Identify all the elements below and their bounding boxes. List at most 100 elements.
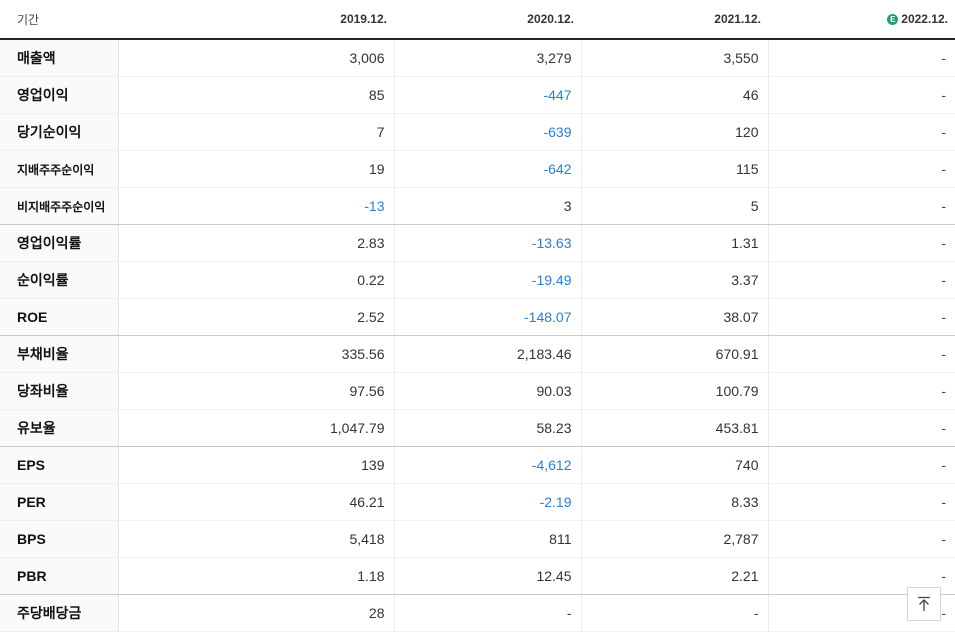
table-cell: 2.83 bbox=[117, 224, 394, 262]
table-row: BPS 5,418 811 2,787- bbox=[0, 520, 955, 558]
table-cell: - bbox=[767, 446, 955, 484]
table-cell: 7 bbox=[117, 113, 394, 151]
row-label: 매출액 bbox=[0, 39, 119, 77]
table-cell: -13.63 bbox=[393, 224, 581, 262]
row-label: 당기순이익 bbox=[0, 113, 119, 151]
row-label: BPS bbox=[0, 520, 119, 558]
table-row: 영업이익 85 -447 46- bbox=[0, 76, 955, 114]
row-label: EPS bbox=[0, 446, 119, 484]
table-cell: 1,047.79 bbox=[117, 409, 394, 447]
table-cell: - bbox=[767, 298, 955, 336]
column-header-estimate: E 2022.12. bbox=[768, 0, 955, 40]
row-label: 영업이익률 bbox=[0, 224, 119, 262]
table-cell: -2.19 bbox=[393, 483, 581, 521]
table-cell: - bbox=[767, 261, 955, 299]
table-cell: 5 bbox=[580, 187, 768, 225]
table-cell: 1.31 bbox=[580, 224, 768, 262]
row-label: 비지배주주순이익 bbox=[0, 187, 119, 225]
table-row: 비지배주주순이익 -13 3 5- bbox=[0, 187, 955, 225]
table-cell: 670.91 bbox=[580, 335, 768, 373]
table-cell: - bbox=[767, 187, 955, 225]
table-body: 매출액 3,006 3,279 3,550- 영업이익 85 -447 46- 당기순이익 7 -6… bbox=[0, 39, 955, 632]
table-cell: 120 bbox=[580, 113, 768, 151]
table-cell: 335.56 bbox=[117, 335, 394, 373]
table-row: PER 46.21 -2.19 8.33- bbox=[0, 483, 955, 521]
table-cell: - bbox=[767, 483, 955, 521]
table-row: ROE 2.52 -148.07 38.07- bbox=[0, 298, 955, 336]
table-cell: 139 bbox=[117, 446, 394, 484]
row-label: 유보율 bbox=[0, 409, 119, 447]
table-cell: 1.18 bbox=[117, 557, 394, 595]
column-header: 2021.12. bbox=[581, 0, 768, 40]
table-cell: - bbox=[767, 224, 955, 262]
table-cell: - bbox=[580, 594, 768, 632]
table-cell: 2.52 bbox=[117, 298, 394, 336]
table-cell: 97.56 bbox=[117, 372, 394, 410]
arrow-up-bar-icon bbox=[918, 596, 930, 611]
table-row: EPS 139 -4,612 740- bbox=[0, 446, 955, 484]
table-row: 영업이익률 2.83 -13.63 1.31- bbox=[0, 224, 955, 262]
table-cell: 28 bbox=[117, 594, 394, 632]
table-cell: -642 bbox=[393, 150, 581, 188]
table-cell: 3,006 bbox=[117, 39, 394, 77]
table-cell: -639 bbox=[393, 113, 581, 151]
table-cell: - bbox=[767, 39, 955, 77]
column-header-label: 2022.12. bbox=[901, 12, 948, 26]
table-cell: -13 bbox=[117, 187, 394, 225]
table-cell: 2,183.46 bbox=[393, 335, 581, 373]
row-label: 부채비율 bbox=[0, 335, 119, 373]
table-cell: - bbox=[767, 520, 955, 558]
table-row: 유보율 1,047.79 58.23 453.81- bbox=[0, 409, 955, 447]
row-label: 당좌비율 bbox=[0, 372, 119, 410]
row-label: ROE bbox=[0, 298, 119, 336]
table-cell: -19.49 bbox=[393, 261, 581, 299]
row-label: 지배주주순이익 bbox=[0, 150, 119, 188]
column-header-label: 2021.12. bbox=[714, 12, 761, 26]
table-cell: - bbox=[393, 594, 581, 632]
row-label: PBR bbox=[0, 557, 119, 595]
column-header: 2020.12. bbox=[394, 0, 581, 40]
table-cell: 38.07 bbox=[580, 298, 768, 336]
table-cell: - bbox=[767, 372, 955, 410]
table-row: 지배주주순이익 19 -642 115- bbox=[0, 150, 955, 188]
row-label: PER bbox=[0, 483, 119, 521]
table-cell: 46 bbox=[580, 76, 768, 114]
table-cell: 12.45 bbox=[393, 557, 581, 595]
table-cell: 5,418 bbox=[117, 520, 394, 558]
table-row: 순이익률 0.22 -19.49 3.37- bbox=[0, 261, 955, 299]
table-cell: 58.23 bbox=[393, 409, 581, 447]
table-cell: 100.79 bbox=[580, 372, 768, 410]
table-cell: 811 bbox=[393, 520, 581, 558]
table-cell: 740 bbox=[580, 446, 768, 484]
table-cell: 2,787 bbox=[580, 520, 768, 558]
column-header-label: 2019.12. bbox=[340, 12, 387, 26]
table-row: PBR 1.18 12.45 2.21- bbox=[0, 557, 955, 595]
table-row: 매출액 3,006 3,279 3,550- bbox=[0, 39, 955, 77]
header-row: 기간 2019.12. 2020.12. 2021.12. E 2022.12. bbox=[0, 0, 955, 40]
table-cell: 115 bbox=[580, 150, 768, 188]
table-cell: 3,279 bbox=[393, 39, 581, 77]
table-cell: 3.37 bbox=[580, 261, 768, 299]
table-cell: -447 bbox=[393, 76, 581, 114]
table-cell: 453.81 bbox=[580, 409, 768, 447]
period-header: 기간 bbox=[0, 0, 118, 40]
table-cell: 90.03 bbox=[393, 372, 581, 410]
table-cell: -4,612 bbox=[393, 446, 581, 484]
table-cell: 0.22 bbox=[117, 261, 394, 299]
table-row: 주당배당금 28- - - bbox=[0, 594, 955, 632]
table-row: 당좌비율 97.56 90.03 100.79- bbox=[0, 372, 955, 410]
row-label: 주당배당금 bbox=[0, 594, 119, 632]
table-cell: 2.21 bbox=[580, 557, 768, 595]
scroll-to-top-button[interactable] bbox=[907, 587, 941, 621]
table-row: 당기순이익 7 -639 120- bbox=[0, 113, 955, 151]
table-cell: - bbox=[767, 76, 955, 114]
table-cell: 19 bbox=[117, 150, 394, 188]
table-cell: 8.33 bbox=[580, 483, 768, 521]
row-label: 순이익률 bbox=[0, 261, 119, 299]
table-cell: 3 bbox=[393, 187, 581, 225]
table-cell: 46.21 bbox=[117, 483, 394, 521]
column-header: 2019.12. bbox=[118, 0, 394, 40]
table-row: 부채비율 335.56 2,183.46 670.91- bbox=[0, 335, 955, 373]
column-header-label: 2020.12. bbox=[527, 12, 574, 26]
